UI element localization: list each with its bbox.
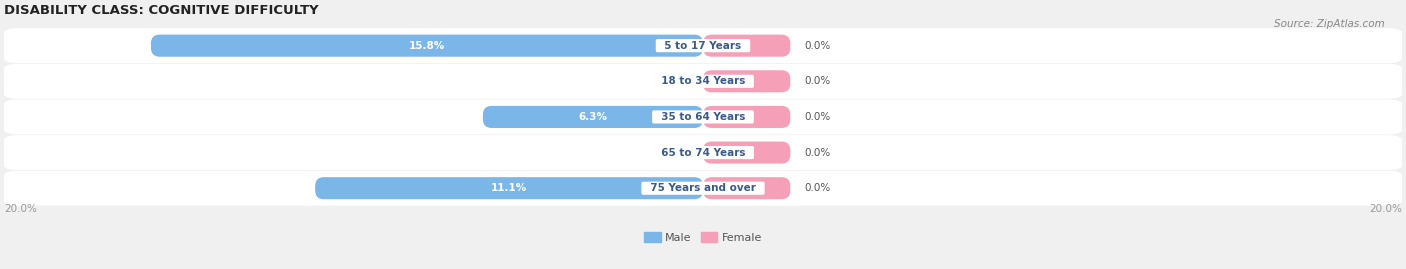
Text: 35 to 64 Years: 35 to 64 Years: [654, 112, 752, 122]
Text: 0.0%: 0.0%: [659, 148, 686, 158]
Text: DISABILITY CLASS: COGNITIVE DIFFICULTY: DISABILITY CLASS: COGNITIVE DIFFICULTY: [4, 4, 319, 17]
FancyBboxPatch shape: [315, 177, 703, 199]
FancyBboxPatch shape: [703, 70, 790, 92]
FancyBboxPatch shape: [0, 171, 1406, 206]
Text: 0.0%: 0.0%: [659, 76, 686, 86]
Text: 0.0%: 0.0%: [804, 76, 831, 86]
Text: 20.0%: 20.0%: [1369, 204, 1402, 214]
FancyBboxPatch shape: [0, 135, 1406, 170]
FancyBboxPatch shape: [0, 100, 1406, 134]
Legend: Male, Female: Male, Female: [640, 228, 766, 247]
Text: 65 to 74 Years: 65 to 74 Years: [654, 148, 752, 158]
Text: 18 to 34 Years: 18 to 34 Years: [654, 76, 752, 86]
FancyBboxPatch shape: [703, 141, 790, 164]
Text: 11.1%: 11.1%: [491, 183, 527, 193]
FancyBboxPatch shape: [150, 35, 703, 57]
Text: 20.0%: 20.0%: [4, 204, 37, 214]
FancyBboxPatch shape: [703, 106, 790, 128]
Text: 0.0%: 0.0%: [804, 112, 831, 122]
FancyBboxPatch shape: [703, 35, 790, 57]
Text: 0.0%: 0.0%: [804, 41, 831, 51]
Text: 0.0%: 0.0%: [804, 148, 831, 158]
Text: 5 to 17 Years: 5 to 17 Years: [658, 41, 748, 51]
Text: 6.3%: 6.3%: [578, 112, 607, 122]
Text: 15.8%: 15.8%: [409, 41, 446, 51]
FancyBboxPatch shape: [0, 64, 1406, 99]
FancyBboxPatch shape: [482, 106, 703, 128]
FancyBboxPatch shape: [703, 177, 790, 199]
FancyBboxPatch shape: [0, 28, 1406, 63]
Text: Source: ZipAtlas.com: Source: ZipAtlas.com: [1274, 19, 1385, 29]
Text: 75 Years and over: 75 Years and over: [643, 183, 763, 193]
Text: 0.0%: 0.0%: [804, 183, 831, 193]
